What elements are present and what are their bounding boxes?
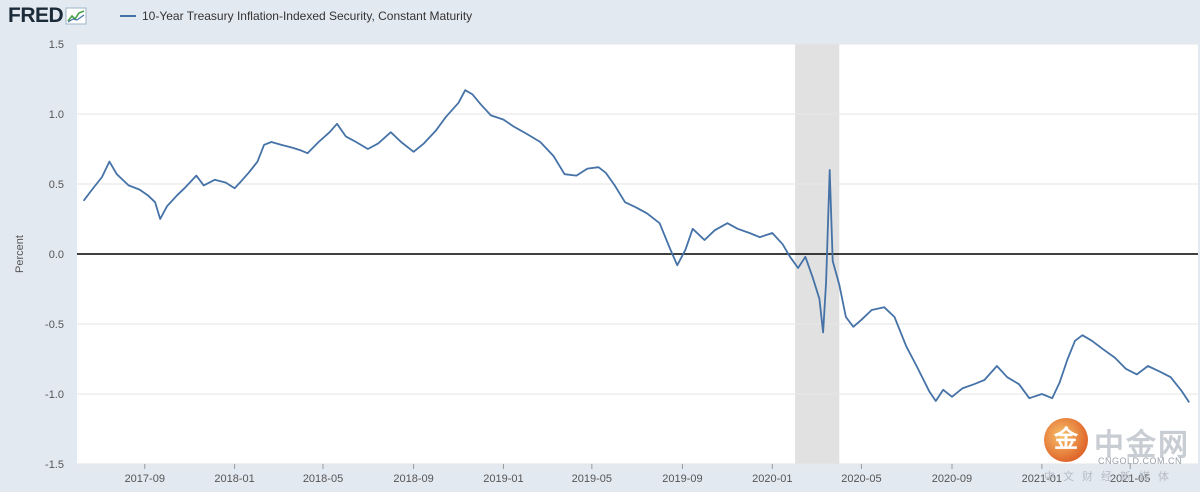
- cngold-watermark: 金 中金网 CNGOLD.COM.CN 中文财经新媒体: [1040, 416, 1195, 488]
- x-tick-label: 2018-05: [303, 473, 343, 485]
- x-tick-label: 2019-05: [572, 473, 612, 485]
- legend-swatch: [120, 15, 136, 17]
- chart-header: FRED 10-Year Treasury Inflation-Indexed …: [0, 0, 1200, 34]
- series-line: [82, 89, 1190, 403]
- x-tick-label: 2021-05: [1110, 473, 1150, 485]
- fred-logo-text: FRED: [8, 4, 64, 27]
- watermark-name: 中金网: [1094, 429, 1190, 462]
- x-tick-label: 2020-09: [932, 473, 972, 485]
- x-tick-label: 2021-01: [1022, 473, 1062, 485]
- y-tick-label: -1.0: [45, 389, 64, 401]
- cngold-logo-icon: 金: [1044, 418, 1088, 462]
- trend-line-icon: [65, 7, 87, 25]
- x-tick-label: 2020-01: [752, 473, 792, 485]
- y-tick-label: -0.5: [45, 319, 64, 331]
- x-tick-label: 2019-01: [483, 473, 523, 485]
- chart-legend[interactable]: 10-Year Treasury Inflation-Indexed Secur…: [120, 9, 472, 23]
- y-tick-label: 0.5: [49, 179, 64, 191]
- y-tick-label: 0.0: [49, 249, 64, 261]
- y-tick-label: 1.5: [49, 39, 64, 51]
- watermark-domain: CNGOLD.COM.CN: [1098, 456, 1183, 466]
- y-axis-label: Percent: [14, 235, 26, 273]
- x-tick-label: 2020-05: [841, 473, 881, 485]
- x-tick-label: 2017-09: [125, 473, 165, 485]
- y-tick-label: -1.5: [45, 459, 64, 471]
- x-tick-label: 2018-09: [393, 473, 433, 485]
- fred-logo[interactable]: FRED: [8, 4, 87, 28]
- x-tick-label: 2019-09: [662, 473, 702, 485]
- x-tick-label: 2018-01: [214, 473, 254, 485]
- y-tick-label: 1.0: [49, 109, 64, 121]
- watermark-slogan: 中文财经新媒体: [1044, 471, 1177, 483]
- legend-label: 10-Year Treasury Inflation-Indexed Secur…: [142, 9, 473, 23]
